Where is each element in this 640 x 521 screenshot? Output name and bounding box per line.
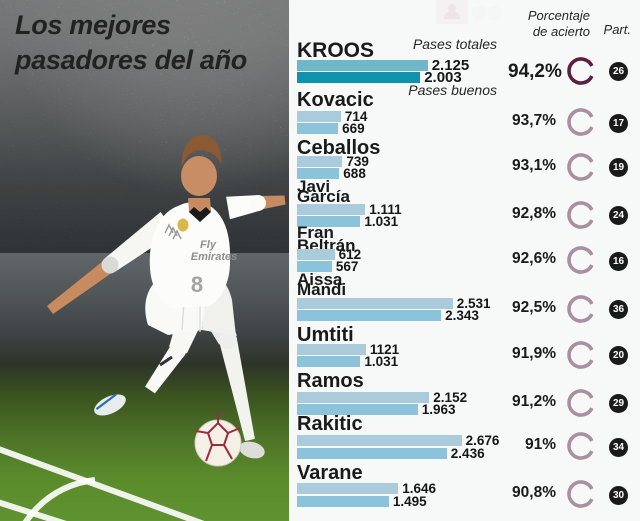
svg-text:8: 8: [191, 272, 203, 297]
svg-text:Fly: Fly: [200, 239, 217, 251]
svg-text:Emirates: Emirates: [191, 251, 237, 263]
